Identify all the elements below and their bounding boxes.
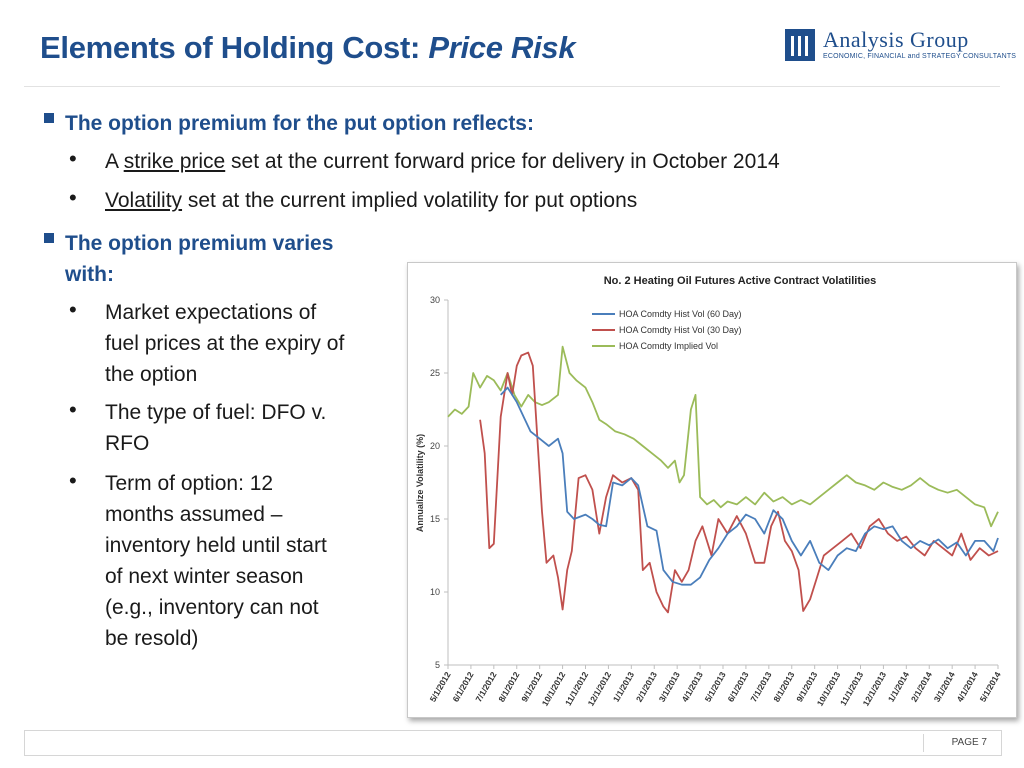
logo-mark-icon <box>785 29 815 61</box>
bullet-item-fuel-type: The type of fuel: DFO v. RFO <box>105 401 327 455</box>
bullet-item-strike-price: A strike price set at the current forwar… <box>105 150 780 173</box>
x-tick-label: 4/1/2014 <box>955 670 980 704</box>
volatility-chart: No. 2 Heating Oil Futures Active Contrac… <box>407 262 1017 718</box>
bullet-dot-icon: • <box>69 146 77 171</box>
bullet-dot-icon: • <box>69 297 77 322</box>
x-tick-label: 3/1/2014 <box>932 670 957 704</box>
x-tick-label: 7/1/2013 <box>748 670 773 704</box>
logo-name: Analysis Group <box>823 27 969 52</box>
series-line <box>447 345 999 528</box>
bullet-dot-icon: • <box>69 397 77 422</box>
x-tick-label: 8/1/2012 <box>496 670 521 704</box>
x-tick-label: 6/1/2013 <box>725 670 750 704</box>
bullet-dot-icon: • <box>69 185 77 210</box>
chart-svg: No. 2 Heating Oil Futures Active Contrac… <box>415 275 1003 708</box>
x-tick-label: 5/1/2012 <box>428 670 453 704</box>
x-tick-label: 4/1/2013 <box>680 670 705 704</box>
chart-title: No. 2 Heating Oil Futures Active Contrac… <box>604 275 877 287</box>
slide-title: Elements of Holding Cost: Price Risk <box>40 30 576 66</box>
x-tick-label: 2/1/2013 <box>634 670 659 704</box>
footer-divider <box>923 734 924 752</box>
header-divider <box>24 86 1000 87</box>
x-tick-label: 1/1/2014 <box>886 670 911 704</box>
title-main: Elements of Holding Cost: <box>40 30 429 65</box>
series-line <box>500 386 999 586</box>
bullet-item-term: Term of option: 12 months assumed – inve… <box>105 472 327 650</box>
y-tick-label: 20 <box>430 441 440 451</box>
x-tick-label: 9/1/2013 <box>794 670 819 704</box>
x-tick-label: 9/1/2012 <box>519 670 544 704</box>
legend-label: HOA Comdty Hist Vol (30 Day) <box>619 325 742 335</box>
footer-bar: PAGE 7 <box>24 730 1002 756</box>
x-tick-label: 8/1/2013 <box>771 670 796 704</box>
x-tick-label: 5/1/2013 <box>703 670 728 704</box>
bullet-item-volatility: Volatility set at the current implied vo… <box>105 189 638 212</box>
x-tick-label: 6/1/2012 <box>450 670 475 704</box>
bullet-item-market-expectations: Market expectations of fuel prices at th… <box>105 301 345 386</box>
x-tick-label: 5/1/2014 <box>978 670 1003 704</box>
y-axis-label: Annualize Volatility (%) <box>415 434 425 532</box>
y-tick-label: 15 <box>430 514 440 524</box>
bullet-square-icon <box>44 113 54 123</box>
y-tick-label: 30 <box>430 295 440 305</box>
y-tick-label: 5 <box>435 660 440 670</box>
x-tick-label: 3/1/2013 <box>657 670 682 704</box>
legend-label: HOA Comdty Hist Vol (60 Day) <box>619 309 742 319</box>
bullet-dot-icon: • <box>69 468 77 493</box>
title-italic: Price Risk <box>428 30 576 65</box>
x-tick-label: 7/1/2012 <box>473 670 498 704</box>
logo-tagline: ECONOMIC, FINANCIAL and STRATEGY CONSULT… <box>823 53 1017 60</box>
x-tick-label: 2/1/2014 <box>909 670 934 704</box>
x-tick-label: 1/1/2013 <box>611 670 636 704</box>
legend-label: HOA Comdty Implied Vol <box>619 341 718 351</box>
bullet-heading-1: The option premium for the put option re… <box>65 112 534 135</box>
page-number: PAGE 7 <box>951 737 987 748</box>
y-tick-label: 25 <box>430 368 440 378</box>
series-line <box>479 351 999 614</box>
y-tick-label: 10 <box>430 587 440 597</box>
bullet-square-icon <box>44 233 54 243</box>
bullet-heading-2: The option premium varies with: <box>65 232 334 286</box>
company-logo: Analysis Group ECONOMIC, FINANCIAL and S… <box>785 27 1016 67</box>
